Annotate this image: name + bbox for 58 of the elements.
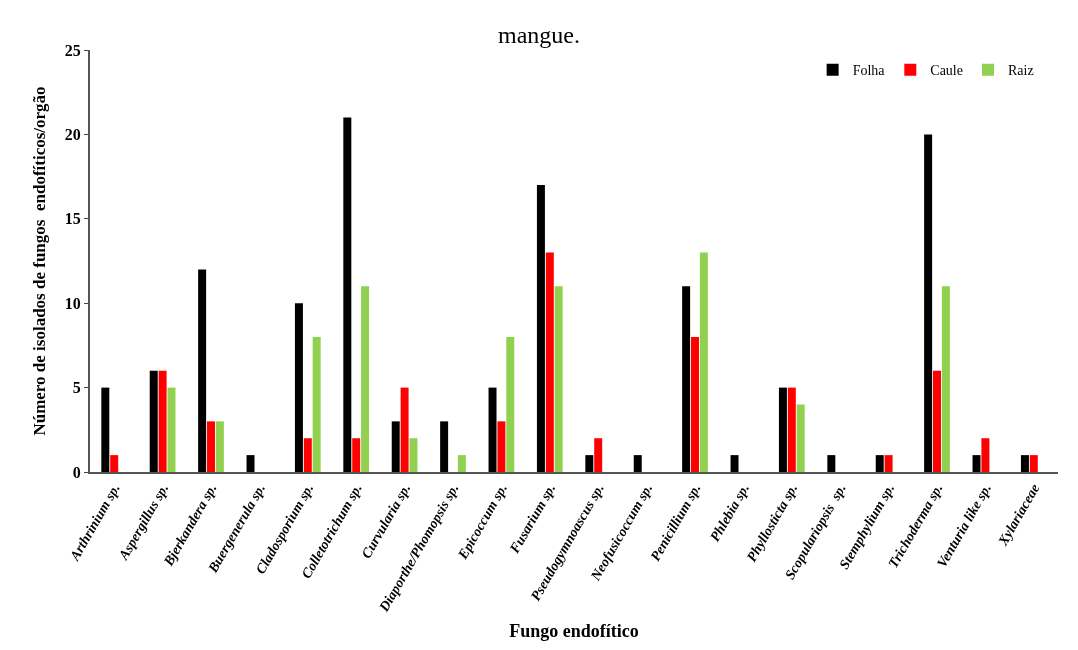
- y-tick-label: 20: [64, 126, 81, 143]
- y-tick-label: 5: [72, 379, 81, 397]
- chart-title: mangue.: [498, 21, 580, 48]
- bar: [409, 438, 418, 472]
- bar: [391, 421, 400, 472]
- bar: [312, 336, 321, 472]
- bar: [682, 286, 691, 472]
- bar: [536, 185, 545, 472]
- bar: [594, 438, 603, 472]
- legend-label: Folha: [852, 63, 886, 79]
- bar: [207, 421, 215, 472]
- bar: [585, 455, 594, 472]
- bar: [361, 286, 370, 472]
- bar: [343, 117, 352, 472]
- bar: [294, 303, 303, 472]
- bar: [215, 421, 224, 472]
- bar: [101, 387, 110, 472]
- bar: [149, 370, 158, 472]
- bar: [167, 387, 176, 472]
- y-tick-label: 15: [64, 210, 81, 228]
- y-tick-label: 25: [64, 41, 81, 59]
- bar: [1029, 455, 1038, 472]
- bar: [787, 387, 796, 472]
- bar: [352, 438, 361, 472]
- bar: [827, 455, 836, 472]
- bar: [506, 336, 515, 472]
- bar: [440, 421, 449, 472]
- y-tick-label: 0: [72, 463, 81, 481]
- bar: [633, 455, 642, 472]
- bar: [699, 252, 708, 472]
- bar: [884, 455, 893, 472]
- bar: [110, 455, 119, 472]
- y-axis-title: Número de isolados de fungos endofíticos/orgão: [29, 86, 49, 436]
- x-axis-title: Fungo endofítico: [509, 620, 639, 641]
- bar: [1020, 455, 1029, 472]
- bar: [545, 252, 554, 472]
- bar: [457, 455, 466, 472]
- bar: [933, 370, 941, 472]
- bar: [981, 438, 990, 472]
- bar: [158, 370, 167, 472]
- bar: [941, 286, 950, 472]
- bar: [198, 269, 207, 472]
- bar: [497, 421, 506, 472]
- y-tick-label: 10: [64, 294, 81, 312]
- bar: [924, 134, 933, 472]
- bar: [796, 404, 805, 472]
- bar: [246, 455, 255, 472]
- bar: [691, 336, 699, 472]
- bar: [972, 455, 981, 472]
- bar: [303, 438, 312, 472]
- bar: [400, 387, 409, 472]
- bar: [778, 387, 787, 472]
- bar: [875, 455, 884, 472]
- bar: [730, 455, 739, 472]
- legend-label: Raiz: [1007, 63, 1034, 79]
- legend-label: Caule: [930, 63, 963, 79]
- bar: [488, 387, 497, 472]
- bar: [554, 286, 563, 472]
